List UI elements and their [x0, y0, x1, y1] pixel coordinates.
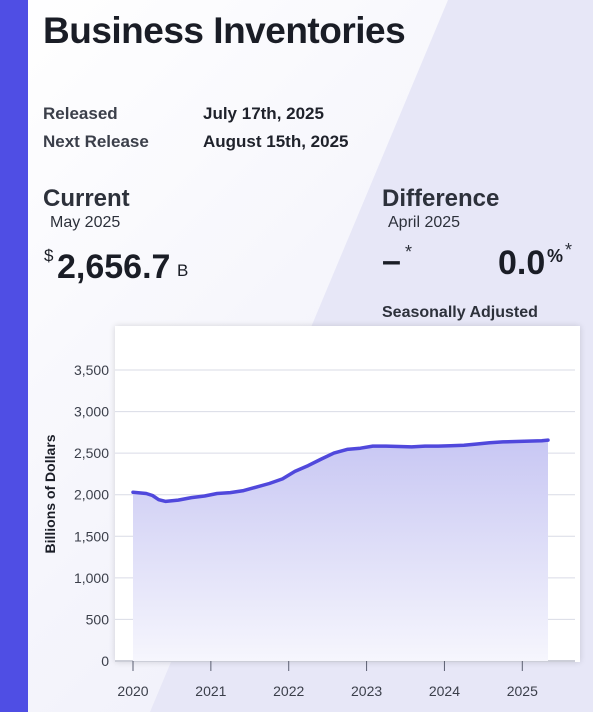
y-tick-label: 2,500 — [74, 445, 109, 461]
current-heading: Current — [43, 185, 130, 212]
x-tick-label: 2022 — [273, 683, 304, 699]
y-tick-label: 1,500 — [74, 528, 109, 544]
y-tick-label: 500 — [86, 611, 110, 627]
released-label: Released — [43, 104, 118, 123]
x-tick-label: 2020 — [117, 683, 148, 699]
current-value: 2,656.7 — [57, 248, 171, 286]
y-tick-label: 1,000 — [74, 570, 109, 586]
y-tick-label: 3,500 — [74, 362, 109, 378]
difference-period: April 2025 — [388, 214, 461, 231]
y-axis-label: Billions of Dollars — [42, 434, 58, 553]
seasonally-adjusted-note: Seasonally Adjusted — [382, 304, 538, 321]
next-release-date: August 15th, 2025 — [203, 132, 349, 151]
difference-heading: Difference — [382, 185, 500, 212]
difference-change: – — [382, 242, 401, 280]
y-tick-label: 0 — [101, 653, 109, 669]
difference-percent: 0.0 — [498, 244, 546, 282]
released-date: July 17th, 2025 — [203, 104, 324, 123]
difference-change-footnote: * — [405, 242, 413, 262]
currency-symbol: $ — [44, 246, 54, 265]
current-unit: B — [177, 261, 189, 280]
next-release-label: Next Release — [43, 132, 149, 151]
x-tick-label: 2021 — [195, 683, 226, 699]
series-line — [131, 438, 550, 504]
x-tick-label: 2023 — [351, 683, 382, 699]
page-title: Business Inventories — [43, 10, 406, 51]
x-tick-label: 2024 — [429, 683, 460, 699]
accent-bar — [0, 0, 28, 712]
current-period: May 2025 — [50, 214, 121, 231]
difference-percent-footnote: * — [565, 240, 573, 260]
x-tick-label: 2025 — [507, 683, 538, 699]
y-tick-label: 3,000 — [74, 404, 109, 420]
area-fill — [133, 440, 548, 661]
percent-sign: % — [547, 246, 564, 266]
y-tick-label: 2,000 — [74, 487, 109, 503]
